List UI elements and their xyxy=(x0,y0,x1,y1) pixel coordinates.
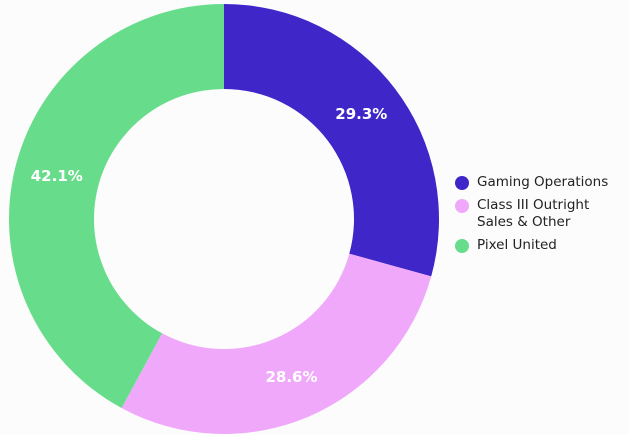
legend-item: Pixel United xyxy=(455,237,627,254)
value-label: 29.3% xyxy=(335,105,387,123)
value-label: 28.6% xyxy=(265,368,317,386)
value-label: 42.1% xyxy=(31,167,83,185)
legend-swatch xyxy=(455,239,469,253)
donut-segment xyxy=(224,4,440,277)
legend-swatch xyxy=(455,176,469,190)
legend-label: Class III Outright Sales & Other xyxy=(477,197,590,230)
legend-item: Gaming Operations xyxy=(455,174,627,191)
legend-label: Pixel United xyxy=(477,237,557,253)
donut-segment xyxy=(121,253,432,434)
legend-item: Class III Outright Sales & Other xyxy=(455,197,627,231)
donut-segment xyxy=(9,4,224,409)
legend-label: Gaming Operations xyxy=(477,174,609,190)
legend-swatch xyxy=(455,199,469,213)
legend: Gaming Operations Class III Outright Sale… xyxy=(455,174,627,260)
